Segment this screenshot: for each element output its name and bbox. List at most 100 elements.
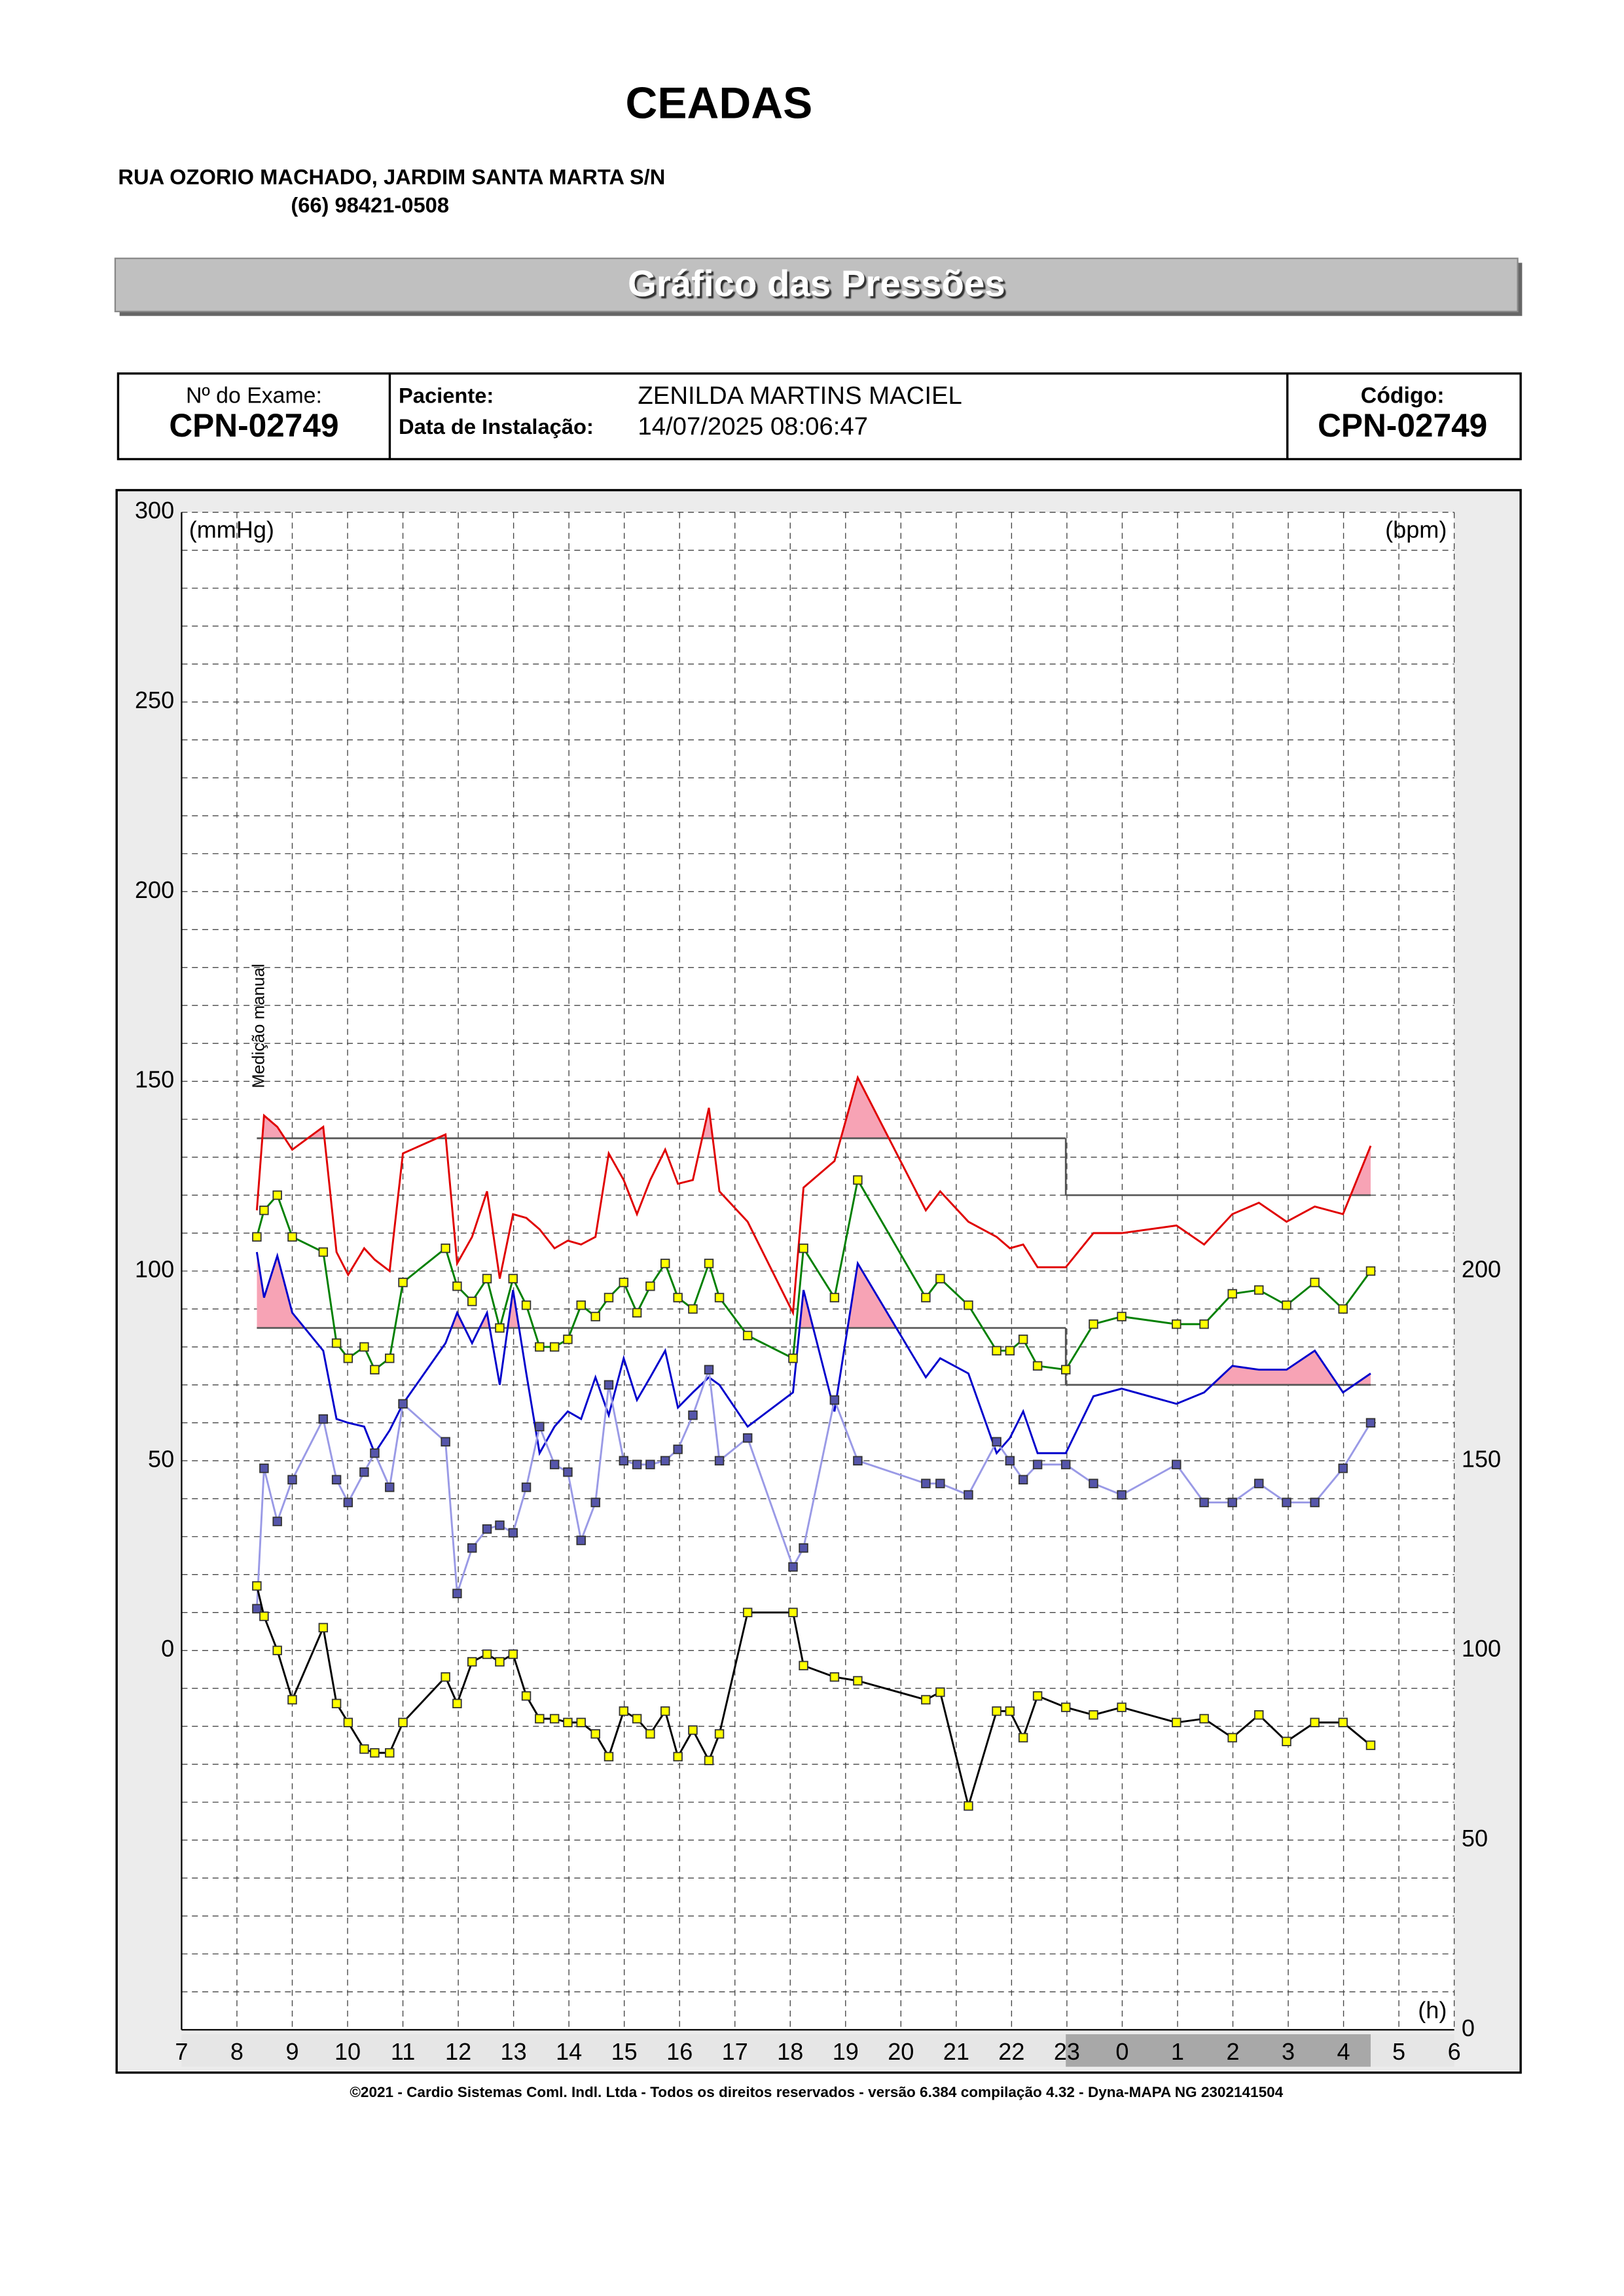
x-tick-label: 17 bbox=[722, 2038, 748, 2065]
x-tick-label: 4 bbox=[1337, 2038, 1350, 2065]
series-marker bbox=[521, 1300, 532, 1310]
series-marker bbox=[590, 1312, 600, 1321]
y-tick-label: 250 bbox=[135, 687, 174, 713]
excess-area bbox=[257, 1252, 1066, 1328]
x-tick-label: 9 bbox=[285, 2038, 298, 2065]
series-marker bbox=[964, 1490, 973, 1500]
annotation: Medição manual bbox=[250, 963, 268, 1088]
series-marker bbox=[1199, 1498, 1209, 1507]
series-marker bbox=[482, 1524, 492, 1534]
series-marker bbox=[1172, 1717, 1182, 1727]
x-tick-label: 12 bbox=[445, 2038, 471, 2065]
x-tick-label: 18 bbox=[777, 2038, 803, 2065]
series-marker bbox=[1338, 1304, 1348, 1314]
series-marker bbox=[1172, 1319, 1182, 1329]
series-marker bbox=[398, 1399, 408, 1409]
series-marker bbox=[1117, 1312, 1127, 1321]
exam-label: Nº do Exame: bbox=[186, 384, 322, 408]
series-marker bbox=[992, 1346, 1001, 1355]
series-marker bbox=[829, 1672, 840, 1682]
x-tick-label: 5 bbox=[1392, 2038, 1405, 2065]
series-marker bbox=[1089, 1479, 1098, 1488]
series-marker bbox=[853, 1676, 863, 1686]
series-marker bbox=[921, 1293, 931, 1302]
series-marker bbox=[660, 1456, 670, 1466]
series-marker bbox=[385, 1482, 395, 1492]
series-marker bbox=[441, 1437, 450, 1447]
series-marker bbox=[704, 1259, 714, 1268]
series-marker bbox=[1018, 1335, 1028, 1344]
series-marker bbox=[799, 1243, 808, 1253]
series-marker bbox=[563, 1335, 573, 1344]
series-marker bbox=[343, 1498, 353, 1507]
series-marker bbox=[1227, 1732, 1237, 1743]
series-marker bbox=[1032, 1691, 1043, 1701]
series-marker bbox=[742, 1331, 753, 1340]
series-marker bbox=[508, 1274, 518, 1283]
y2-axis-label: (bpm) bbox=[1385, 516, 1447, 543]
series-marker bbox=[604, 1751, 614, 1762]
banner bbox=[114, 257, 1519, 313]
series-marker bbox=[688, 1304, 698, 1314]
code-value: CPN-02749 bbox=[1318, 407, 1487, 444]
y2-tick-label: 100 bbox=[1462, 1635, 1501, 1662]
series-marker bbox=[535, 1713, 545, 1724]
series-marker bbox=[660, 1706, 670, 1716]
series-marker bbox=[1310, 1278, 1320, 1287]
series-marker bbox=[1018, 1732, 1028, 1743]
y2-tick-label: 150 bbox=[1462, 1445, 1501, 1472]
series-marker bbox=[495, 1657, 505, 1667]
series-marker bbox=[452, 1698, 462, 1709]
series-marker bbox=[1338, 1463, 1348, 1473]
series-marker bbox=[1089, 1319, 1098, 1329]
series-marker bbox=[788, 1562, 798, 1572]
series-marker bbox=[272, 1190, 282, 1200]
series-marker bbox=[935, 1274, 945, 1283]
x-tick-label: 15 bbox=[611, 2038, 638, 2065]
series-marker bbox=[632, 1460, 642, 1469]
x-tick-label: 8 bbox=[230, 2038, 244, 2065]
series-marker bbox=[343, 1354, 353, 1363]
series-marker bbox=[645, 1281, 655, 1291]
series-marker bbox=[535, 1422, 545, 1431]
footer: ©2021 - Cardio Sistemas Coml. Indl. Ltda… bbox=[350, 2084, 1283, 2100]
series-marker bbox=[318, 1623, 329, 1633]
series-marker bbox=[1199, 1713, 1209, 1724]
series-marker bbox=[331, 1338, 342, 1348]
series-marker bbox=[252, 1581, 262, 1591]
series-marker bbox=[343, 1717, 353, 1727]
org-title: CEADAS bbox=[626, 79, 813, 128]
series-line bbox=[255, 1075, 1372, 1317]
series-marker bbox=[370, 1365, 380, 1374]
x-tick-label: 19 bbox=[833, 2038, 859, 2065]
series-marker bbox=[576, 1300, 586, 1310]
series-marker bbox=[385, 1748, 395, 1758]
x-tick-label: 10 bbox=[334, 2038, 361, 2065]
series-marker bbox=[645, 1460, 655, 1469]
x-tick-label: 3 bbox=[1282, 2038, 1295, 2065]
series-marker bbox=[370, 1748, 380, 1758]
x-tick-label: 13 bbox=[501, 2038, 527, 2065]
series-marker bbox=[259, 1463, 269, 1473]
series-marker bbox=[1338, 1717, 1348, 1727]
night-band bbox=[1066, 2034, 1371, 2067]
series-marker bbox=[590, 1498, 600, 1507]
series-marker bbox=[1117, 1490, 1127, 1500]
series-marker bbox=[259, 1206, 269, 1215]
series-marker bbox=[1061, 1702, 1071, 1712]
series-marker bbox=[252, 1604, 262, 1614]
series-marker bbox=[1365, 1266, 1376, 1276]
series-marker bbox=[1365, 1740, 1376, 1750]
series-marker bbox=[508, 1528, 518, 1538]
series-marker bbox=[287, 1232, 297, 1242]
series-marker bbox=[1310, 1498, 1320, 1507]
series-marker bbox=[495, 1520, 505, 1530]
x-axis-label: (h) bbox=[1418, 1997, 1447, 2024]
series-marker bbox=[673, 1293, 683, 1302]
excess-area bbox=[1066, 1350, 1371, 1385]
series-marker bbox=[287, 1475, 297, 1485]
series-marker bbox=[1018, 1475, 1028, 1485]
y-tick-label: 50 bbox=[148, 1445, 174, 1472]
